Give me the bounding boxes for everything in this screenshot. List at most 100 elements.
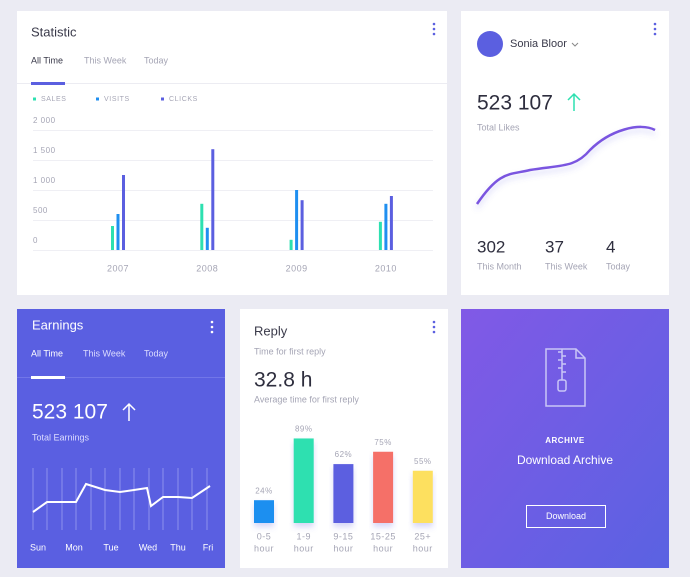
card-title: Reply: [254, 323, 288, 338]
bar: [293, 438, 314, 523]
value-label: 62%: [335, 450, 353, 459]
caption: Average time for first reply: [254, 394, 359, 404]
stat-label: This Week: [545, 261, 588, 271]
bar: [211, 149, 215, 250]
bar: [254, 500, 274, 523]
day-label: Sun: [30, 542, 46, 552]
x-tick-label: 0-5: [257, 531, 272, 541]
stat-value: 302: [477, 237, 505, 256]
archive-title: Download Archive: [517, 453, 613, 467]
stat-label: This Month: [477, 261, 522, 271]
x-tick-label: hour: [333, 543, 353, 553]
y-tick-label: 1 000: [33, 176, 56, 185]
subtitle: Time for first reply: [254, 346, 326, 356]
stat-value: 4: [606, 237, 615, 256]
arrow-up-icon: [567, 92, 581, 111]
reply-card: [240, 309, 448, 568]
bar: [389, 196, 393, 250]
x-tick-label: 2007: [107, 263, 129, 273]
bar: [116, 214, 120, 250]
value-label: 24%: [255, 486, 273, 495]
tab[interactable]: Today: [144, 55, 169, 65]
archive-heading: ARCHIVE: [545, 436, 585, 445]
bar: [122, 175, 125, 250]
archive-card: [461, 309, 669, 568]
total-label: Total Likes: [477, 122, 520, 132]
x-tick-label: hour: [254, 543, 274, 553]
zip-file-icon: [545, 348, 586, 407]
bar: [111, 226, 114, 250]
x-tick-label: 15-25: [370, 531, 396, 541]
legend-label: CLICKS: [169, 96, 198, 103]
legend-swatch: [161, 97, 164, 101]
x-tick-label: 2008: [196, 263, 218, 273]
bar: [412, 470, 433, 523]
earnings-card: [17, 309, 225, 568]
day-label: Mon: [65, 542, 83, 552]
bar: [200, 203, 204, 250]
menu-icon[interactable]: [210, 320, 214, 334]
bar: [384, 203, 388, 250]
profile-card: [461, 11, 669, 295]
legend-label: SALES: [41, 96, 67, 103]
tab[interactable]: All Time: [31, 348, 63, 358]
likes-curve: [475, 125, 656, 205]
stat-value: 37: [545, 237, 564, 256]
x-tick-label: hour: [413, 543, 433, 553]
bar: [378, 221, 382, 250]
menu-icon[interactable]: [432, 320, 436, 334]
bar: [300, 200, 304, 250]
x-tick-label: hour: [294, 543, 314, 553]
total-value: 523 107: [32, 401, 108, 424]
bar: [289, 239, 293, 250]
tab-underline: [31, 82, 65, 85]
card-title: Earnings: [32, 317, 84, 332]
value-label: 75%: [374, 438, 392, 447]
value-label: 89%: [295, 425, 313, 434]
menu-icon[interactable]: [432, 22, 436, 36]
bar: [333, 464, 354, 523]
bar: [295, 190, 299, 250]
bar: [373, 451, 394, 523]
avatar: [477, 31, 503, 57]
legend-swatch: [96, 97, 99, 101]
download-button-label[interactable]: Download: [546, 511, 586, 521]
dropdown-icon[interactable]: [571, 42, 579, 47]
day-label: Tue: [103, 542, 118, 552]
bar: [205, 227, 209, 250]
day-label: Wed: [139, 542, 157, 552]
user-name[interactable]: Sonia Bloor: [510, 38, 567, 50]
y-tick-label: 1 500: [33, 146, 56, 155]
y-tick-label: 500: [33, 206, 48, 215]
tab[interactable]: This Week: [83, 348, 126, 358]
x-tick-label: 2010: [375, 263, 397, 273]
tab[interactable]: This Week: [84, 55, 127, 65]
day-label: Thu: [170, 542, 186, 552]
y-tick-label: 2 000: [33, 116, 56, 125]
download-button[interactable]: [526, 505, 606, 528]
x-tick-label: 25+: [414, 531, 431, 541]
legend-label: VISITS: [104, 96, 130, 103]
total-label: Total Earnings: [32, 432, 90, 442]
y-tick-label: 0: [33, 236, 38, 245]
tab[interactable]: Today: [144, 348, 169, 358]
total-value: 523 107: [477, 92, 553, 115]
legend-swatch: [33, 97, 36, 101]
reply-value: 32.8 h: [254, 369, 312, 392]
x-tick-label: 2009: [286, 263, 308, 273]
x-tick-label: 9-15: [333, 531, 353, 541]
tab-underline: [31, 376, 65, 379]
arrow-up-icon: [122, 402, 136, 421]
earnings-sparkline: [32, 482, 211, 513]
day-label: Fri: [203, 542, 214, 552]
card-title: Statistic: [31, 24, 77, 39]
tab[interactable]: All Time: [31, 55, 63, 65]
statistic-card: [17, 11, 447, 295]
stat-label: Today: [606, 261, 631, 271]
x-tick-label: hour: [373, 543, 393, 553]
x-tick-label: 1-9: [296, 531, 311, 541]
value-label: 55%: [414, 457, 432, 466]
menu-icon[interactable]: [653, 22, 657, 36]
